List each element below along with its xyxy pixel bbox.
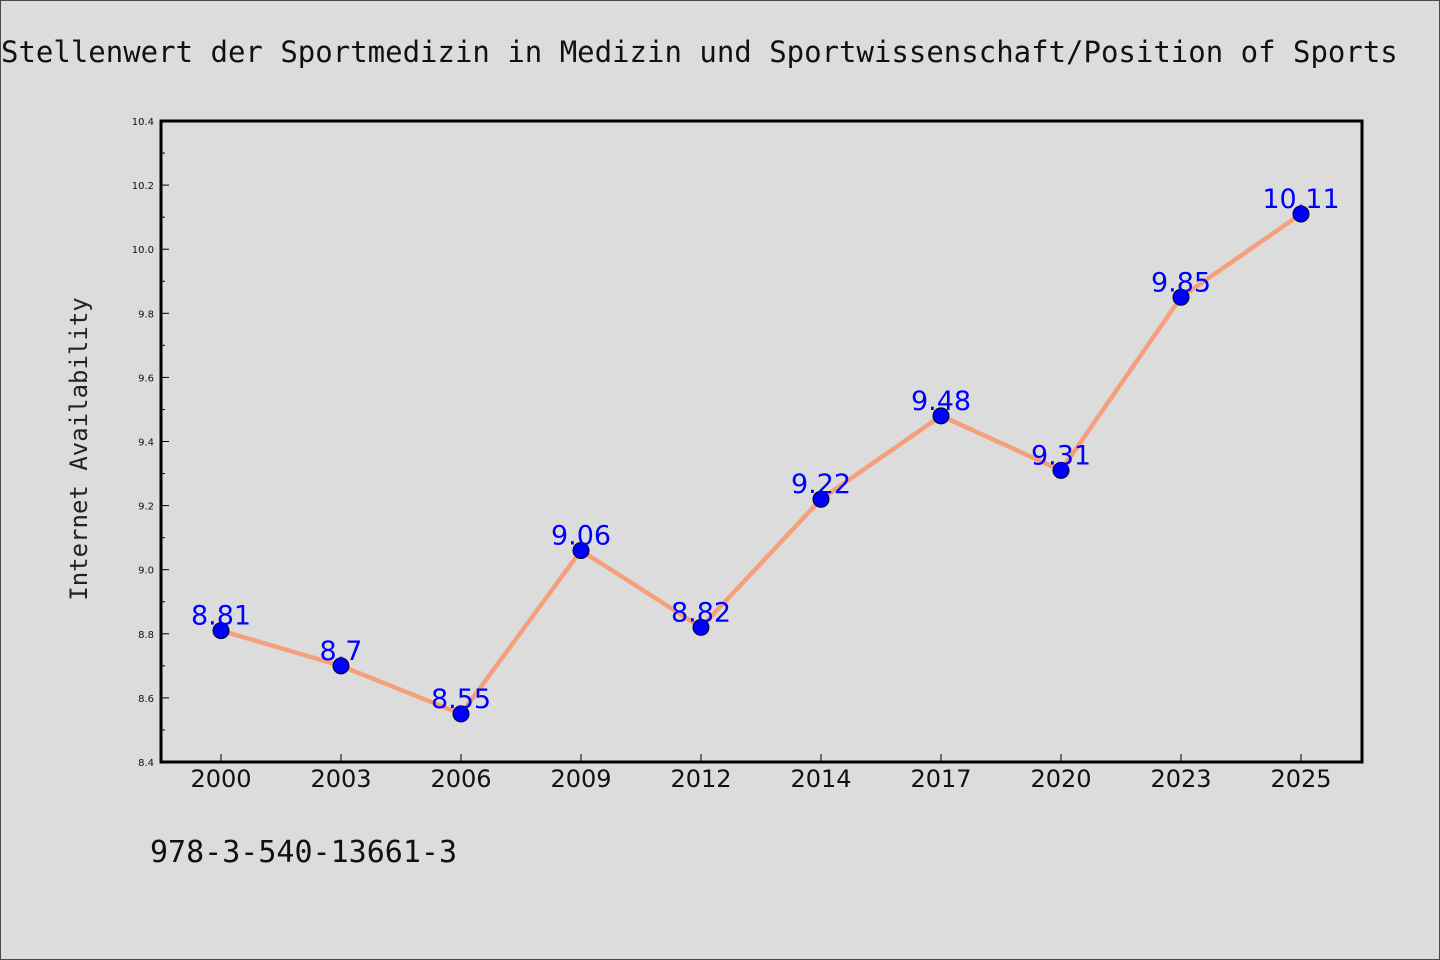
y-tick-label: 9.8 [138, 309, 154, 320]
data-label: 8.7 [320, 636, 363, 667]
x-tick-label: 2000 [190, 765, 251, 793]
y-tick-label: 9.6 [138, 373, 154, 384]
data-point [1292, 205, 1310, 223]
y-axis: 8.4 8.6 8.8 9.0 9.2 9.4 9.6 9.8 10.0 10.2 10.4 [132, 117, 169, 769]
x-axis: 2000 2003 2006 2009 2012 2014 2017 2020 2023 2025 [190, 754, 1332, 793]
x-tick-label: 2003 [310, 765, 371, 793]
data-label: 9.48 [911, 386, 971, 417]
x-tick-label: 2006 [430, 765, 491, 793]
x-tick-label: 2017 [910, 765, 971, 793]
y-tick-label: 9.4 [138, 438, 154, 449]
data-label: 8.55 [431, 684, 491, 715]
data-label: 9.22 [791, 469, 851, 500]
y-tick-label: 8.4 [138, 758, 154, 769]
isbn-footer: 978-3-540-13661-3 [150, 835, 458, 870]
data-point [452, 705, 470, 723]
x-tick-label: 2025 [1270, 765, 1331, 793]
data-point [932, 407, 950, 425]
x-tick-label: 2014 [790, 765, 851, 793]
x-tick-label: 2023 [1150, 765, 1211, 793]
data-label: 8.82 [671, 597, 731, 628]
data-point [572, 541, 590, 559]
y-tick-label: 10.0 [132, 245, 154, 256]
x-tick-label: 2009 [550, 765, 611, 793]
series-line [220, 212, 1303, 717]
data-point [332, 657, 350, 675]
y-tick-label: 9.0 [138, 566, 154, 577]
y-tick-label: 8.8 [138, 630, 154, 641]
data-label: 9.31 [1031, 440, 1091, 471]
data-label: 9.06 [551, 520, 611, 551]
y-axis-label: Internet Availability [65, 297, 93, 600]
data-point [1052, 461, 1070, 479]
data-label: 8.81 [191, 601, 251, 632]
data-point [212, 622, 230, 640]
y-tick-label: 8.6 [138, 694, 154, 705]
data-point [812, 490, 830, 508]
data-point [1172, 288, 1190, 306]
y-tick-label: 10.4 [132, 117, 154, 128]
data-labels: 8.81 8.7 8.55 9.06 8.82 9.22 9.48 9.31 9.85 10.11 [191, 184, 1340, 715]
data-label: 10.11 [1262, 184, 1339, 215]
y-tick-label: 9.2 [138, 502, 154, 513]
data-point [692, 618, 710, 636]
series-line-group [220, 212, 1303, 717]
x-tick-label: 2020 [1030, 765, 1091, 793]
y-tick-label: 10.2 [132, 181, 154, 192]
data-points [212, 205, 1310, 723]
x-tick-label: 2012 [670, 765, 731, 793]
chart-title: Stellenwert der Sportmedizin in Medizin … [1, 35, 1398, 69]
data-label: 9.85 [1151, 267, 1211, 298]
